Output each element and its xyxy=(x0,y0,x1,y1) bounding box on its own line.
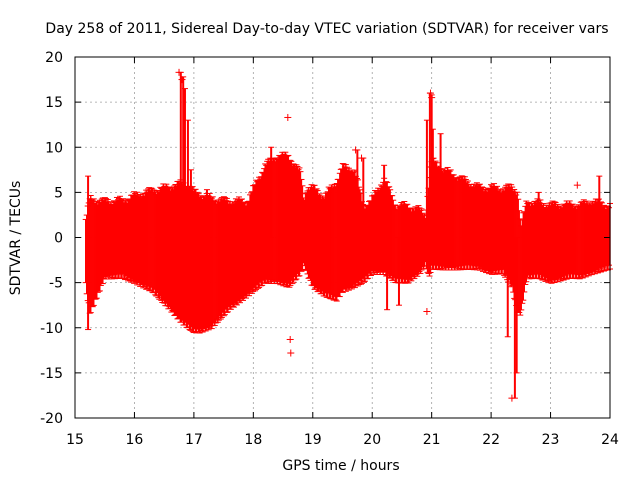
x-tick-label: 24 xyxy=(601,432,619,448)
y-tick-label: -15 xyxy=(40,366,63,382)
data-point xyxy=(423,308,431,316)
y-tick-label: 20 xyxy=(45,50,63,66)
x-axis-label: GPS time / hours xyxy=(282,458,399,474)
data-point xyxy=(284,113,292,121)
axis-ticks xyxy=(74,56,611,419)
data-point xyxy=(358,154,366,162)
y-axis-label: SDTVAR / TECUs xyxy=(8,181,24,296)
x-tick-label: 18 xyxy=(244,432,262,448)
data-point xyxy=(352,146,360,154)
x-tick-label: 20 xyxy=(363,432,381,448)
data-point xyxy=(286,335,294,343)
x-tick-label: 19 xyxy=(304,432,322,448)
y-tick-labels: -20 -15 -10 -5 0 5 10 15 20 xyxy=(40,50,63,427)
data-point xyxy=(175,68,183,76)
y-tick-label: 0 xyxy=(54,231,63,247)
x-tick-label: 17 xyxy=(185,432,203,448)
x-tick-label: 22 xyxy=(482,432,500,448)
data-point xyxy=(287,349,295,357)
chart-title: Day 258 of 2011, Sidereal Day-to-day VTE… xyxy=(45,21,608,37)
x-tick-label: 21 xyxy=(423,432,441,448)
data-band xyxy=(82,151,613,334)
x-tick-label: 15 xyxy=(66,432,84,448)
data-point xyxy=(178,76,186,84)
y-tick-label: 15 xyxy=(45,95,63,111)
x-tick-labels: 15 16 17 18 19 20 21 22 23 24 xyxy=(66,432,619,448)
data-point xyxy=(426,89,434,97)
data-point xyxy=(508,394,516,402)
y-tick-label: 10 xyxy=(45,140,63,156)
y-tick-label: -20 xyxy=(40,411,63,427)
x-tick-label: 16 xyxy=(126,432,144,448)
x-tick-label: 23 xyxy=(542,432,560,448)
data-point xyxy=(573,181,581,189)
y-tick-label: -10 xyxy=(40,321,63,337)
y-tick-label: 5 xyxy=(54,185,63,201)
data-point xyxy=(428,94,436,102)
plot-area xyxy=(82,68,613,402)
y-tick-label: -5 xyxy=(49,276,63,292)
